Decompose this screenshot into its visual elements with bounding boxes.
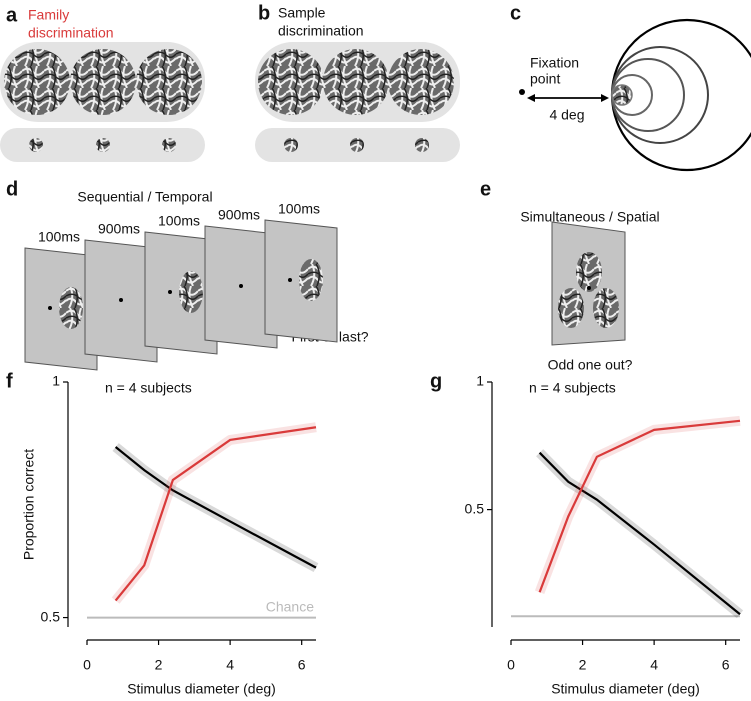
panel-letter: g <box>430 370 442 392</box>
texture <box>323 49 389 115</box>
panel-title: Sequential / Temporal <box>77 189 212 205</box>
x-tick-label: 0 <box>507 657 515 673</box>
panel-title: Sample <box>278 5 326 21</box>
annotation: n = 4 subjects <box>529 380 616 396</box>
x-tick-label: 2 <box>155 657 163 673</box>
texture <box>59 287 83 329</box>
duration: 100ms <box>38 229 80 245</box>
panel-title: Family <box>28 7 69 23</box>
panel-title: Simultaneous / Spatial <box>520 209 659 225</box>
label: 4 deg <box>549 107 584 123</box>
panel-letter: b <box>258 2 270 24</box>
duration: 100ms <box>158 213 200 229</box>
texture <box>258 49 324 115</box>
fixation-dot <box>519 89 525 95</box>
series-line <box>114 426 317 602</box>
panel-c: c Fixation point 4 deg <box>510 2 751 172</box>
question: Odd one out? <box>548 357 633 373</box>
x-axis-label: Stimulus diameter (deg) <box>551 681 700 697</box>
texture <box>593 288 619 328</box>
label: point <box>530 71 560 87</box>
texture <box>96 138 110 152</box>
texture <box>576 252 602 292</box>
panel-letter: f <box>6 370 13 392</box>
texture <box>299 259 323 301</box>
y-axis-label: Proportion correct <box>21 449 37 560</box>
panel-letter: c <box>510 2 521 24</box>
y-tick-label: 1 <box>52 373 60 389</box>
x-tick-label: 4 <box>650 657 658 673</box>
chance-label: Chance <box>266 598 314 614</box>
annotation: n = 4 subjects <box>105 380 192 396</box>
panel-letter: e <box>480 178 491 200</box>
panel-e: e Simultaneous / Spatial 300ms Odd one o… <box>480 178 660 372</box>
texture <box>70 49 136 115</box>
panel-a: a Family discrimination <box>0 4 205 162</box>
x-tick-label: 6 <box>722 657 730 673</box>
x-tick-label: 0 <box>83 657 91 673</box>
texture <box>415 138 429 152</box>
fixation-dot <box>288 278 292 282</box>
duration: 100ms <box>278 201 320 217</box>
series-line <box>114 446 317 569</box>
x-axis-label: Stimulus diameter (deg) <box>127 681 276 697</box>
texture <box>4 49 70 115</box>
texture <box>162 138 176 152</box>
texture <box>136 49 202 115</box>
texture <box>611 84 633 106</box>
fixation-dot <box>587 286 591 290</box>
y-tick-label: 1 <box>476 373 484 389</box>
label: Fixation <box>530 55 579 71</box>
series-line <box>538 451 741 616</box>
texture <box>179 271 203 313</box>
fixation-dot <box>48 306 52 310</box>
fixation-dot <box>239 284 243 288</box>
x-tick-label: 2 <box>579 657 587 673</box>
fixation-dot <box>119 298 123 302</box>
panel-d: d Sequential / Temporal First or last? 1… <box>6 178 369 371</box>
texture <box>558 288 584 328</box>
duration: 900ms <box>98 221 140 237</box>
y-tick-label: 0.5 <box>41 608 61 624</box>
duration: 900ms <box>218 207 260 223</box>
error-band <box>534 415 741 595</box>
panel-title: discrimination <box>278 23 364 39</box>
series-line <box>538 419 741 593</box>
x-tick-label: 4 <box>226 657 234 673</box>
panel-title: discrimination <box>28 25 114 41</box>
texture <box>284 138 298 152</box>
y-tick-label: 0.5 <box>465 500 485 516</box>
panel-letter: a <box>6 4 18 26</box>
stimulus-outline <box>610 18 751 172</box>
texture <box>350 138 364 152</box>
texture <box>388 49 454 115</box>
x-tick-label: 6 <box>298 657 306 673</box>
texture <box>29 138 43 152</box>
panel-letter: d <box>6 178 18 200</box>
panel-b: b Sample discrimination <box>255 2 460 162</box>
fixation-dot <box>168 290 172 294</box>
